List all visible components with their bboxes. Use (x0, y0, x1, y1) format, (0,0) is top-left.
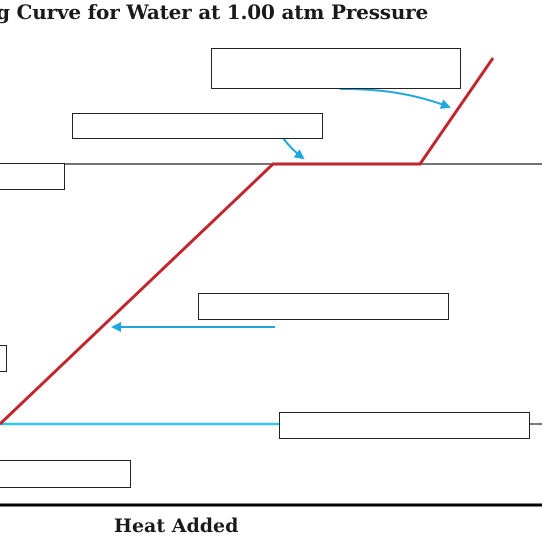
heating-curve-line (0, 57, 495, 426)
diagram-title: g Curve for Water at 1.00 atm Pressure (0, 0, 429, 24)
label-box-melting[interactable] (279, 412, 530, 439)
label-box-bottom-left[interactable] (0, 460, 131, 488)
label-box-boiling-point[interactable] (0, 163, 65, 190)
x-axis-label: Heat Added (114, 515, 239, 537)
label-box-gas-region[interactable] (211, 48, 461, 89)
label-box-side-partial[interactable] (0, 345, 7, 372)
arrow-to-boiling-plateau (282, 137, 305, 160)
label-box-liquid-region[interactable] (198, 293, 449, 320)
label-box-boiling[interactable] (72, 113, 323, 139)
arrow-to-gas-segment (339, 87, 451, 109)
